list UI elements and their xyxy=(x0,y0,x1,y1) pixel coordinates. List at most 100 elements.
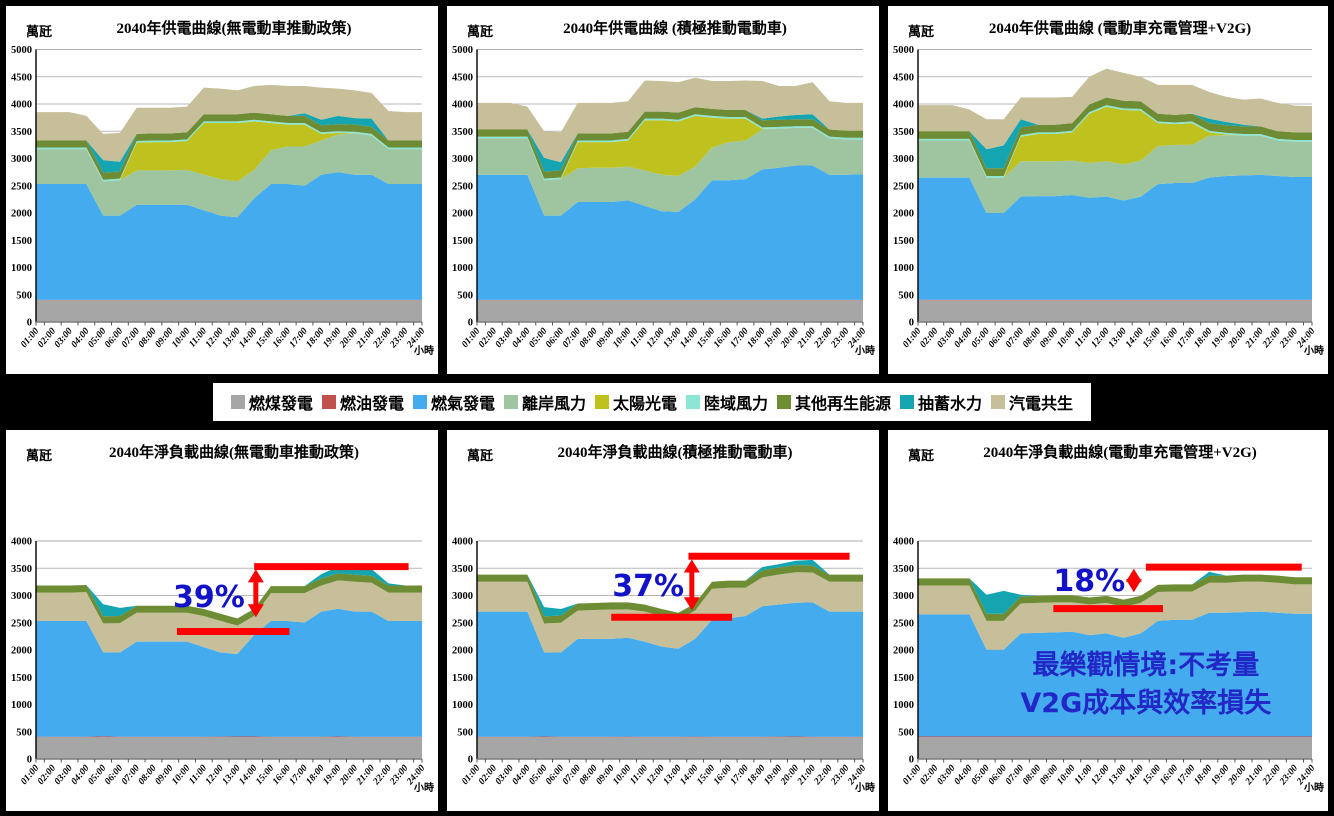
x-tick-label: 08:00 xyxy=(1021,326,1043,350)
y-tick-label: 4500 xyxy=(11,72,32,83)
series-area-2 xyxy=(36,608,422,737)
x-tick-label: 12:00 xyxy=(1090,763,1112,787)
series-area-8 xyxy=(918,68,1312,150)
y-tick-label: 0 xyxy=(27,755,32,766)
legend-item: 陸域風力 xyxy=(686,390,768,414)
legend-swatch-icon xyxy=(503,395,518,409)
series-area-4 xyxy=(918,574,1312,621)
x-tick-label: 07:00 xyxy=(1004,763,1026,787)
x-tick-label: 10:00 xyxy=(170,326,192,350)
legend-item: 太陽光電 xyxy=(594,390,677,414)
x-tick-label: 02:00 xyxy=(919,326,941,350)
x-tick-label: 16:00 xyxy=(1158,326,1180,350)
x-tick-label: 22:00 xyxy=(371,763,394,787)
y-tick-label: 5000 xyxy=(893,45,914,56)
y-tick-label: 3500 xyxy=(893,127,914,138)
series-area-0 xyxy=(918,300,1312,322)
chart-plot-host: 0 500 1000 1500 2000 2500 3000 3500 4000 4500 5000… xyxy=(447,44,879,374)
series-area-1 xyxy=(918,736,1312,738)
series-area-4 xyxy=(36,573,422,626)
y-axis-unit-label: 萬瓩 xyxy=(908,24,935,39)
x-tick-label: 07:00 xyxy=(1004,326,1026,350)
y-tick-label: 1500 xyxy=(452,236,473,247)
y-tick-label: 0 xyxy=(909,755,914,766)
legend-item: 抽蓄水力 xyxy=(900,390,982,414)
y-tick-label: 500 xyxy=(457,727,473,738)
legend-swatch-icon xyxy=(594,395,609,409)
series-area-4 xyxy=(36,121,422,182)
legend-label: 太陽光電 xyxy=(612,396,677,413)
x-axis-unit-label: 小時 xyxy=(854,344,875,357)
chart-title: 2040年供電曲線 (積極推動電動車) xyxy=(563,21,787,37)
chart-plot-host: 0 500 1000 1500 2000 2500 3000 3500 4000 4500 5000… xyxy=(888,44,1328,374)
series-area-3 xyxy=(477,127,863,216)
y-tick-label: 4500 xyxy=(452,72,473,83)
legend-label: 離岸風力 xyxy=(521,396,586,413)
y-tick-label: 1000 xyxy=(452,700,473,711)
x-tick-label: 23:00 xyxy=(829,763,852,787)
legend: 燃煤發電 燃油發電 燃氣發電 離岸風力 太陽光電 陸域風力 其他再生能源 抽蓄水力 汽電共生 xyxy=(213,383,1091,421)
legend-item: 燃煤發電 xyxy=(230,390,313,414)
x-tick-label: 23:00 xyxy=(388,763,411,787)
x-tick-label: 21:00 xyxy=(795,326,818,350)
x-tick-label: 16:00 xyxy=(1158,763,1180,787)
panel-net-load-managed-charging-v2g: 萬瓩 2040年淨負載曲線(電動車充電管理+V2G) 0 500 1000 1500 2… xyxy=(888,430,1328,811)
y-tick-label: 4000 xyxy=(11,100,32,111)
y-tick-label: 2000 xyxy=(893,646,914,657)
legend-swatch-icon xyxy=(321,395,336,409)
x-tick-label: 20:00 xyxy=(1226,326,1249,350)
y-tick-label: 2500 xyxy=(11,181,32,192)
x-tick-label: 21:00 xyxy=(795,763,818,787)
annotation-note-text: V2G成本與效率損失 xyxy=(1020,687,1272,719)
legend-item: 其他再生能源 xyxy=(777,390,891,414)
legend-label: 燃煤發電 xyxy=(248,396,313,413)
y-tick-label: 2000 xyxy=(452,646,473,657)
y-tick-label: 2000 xyxy=(893,209,914,220)
y-tick-label: 3500 xyxy=(893,564,914,575)
series-area-0 xyxy=(477,737,863,759)
x-tick-label: 21:00 xyxy=(354,326,377,350)
x-tick-label: 19:00 xyxy=(1210,326,1232,350)
y-axis-unit-label: 萬瓩 xyxy=(467,24,494,39)
y-axis-unit-label: 萬瓩 xyxy=(26,24,53,39)
chart-plot-host: 0 500 1000 1500 2000 2500 3000 3500 4000 01:00 02:… xyxy=(447,468,879,811)
x-axis-unit-label: 小時 xyxy=(854,781,875,794)
y-tick-label: 3000 xyxy=(452,154,473,165)
y-axis-unit-label: 萬瓩 xyxy=(908,448,935,463)
chart-canvas: 0 500 1000 1500 2000 2500 3000 3500 4000 4500 5000… xyxy=(893,45,1324,357)
x-tick-label: 03:00 xyxy=(936,763,958,787)
x-tick-label: 01:00 xyxy=(901,326,923,350)
x-tick-label: 10:00 xyxy=(170,763,192,787)
y-tick-label: 500 xyxy=(457,290,473,301)
x-axis-unit-label: 小時 xyxy=(413,344,434,357)
legend-swatch-icon xyxy=(230,395,245,409)
y-axis-unit-label: 萬瓩 xyxy=(26,448,53,463)
series-area-8 xyxy=(36,84,422,162)
chart-canvas: 0 500 1000 1500 2000 2500 3000 3500 4000 01:0002:… xyxy=(893,537,1324,795)
x-tick-label: 22:00 xyxy=(1260,326,1283,350)
x-tick-label: 05:00 xyxy=(970,326,992,350)
x-tick-label: 05:00 xyxy=(970,763,992,787)
x-tick-label: 21:00 xyxy=(354,763,377,787)
x-tick-label: 23:00 xyxy=(1278,326,1301,350)
annotation-arrowhead-up-icon xyxy=(247,569,264,583)
y-tick-label: 3000 xyxy=(11,154,32,165)
annotation-arrowhead-down-icon xyxy=(683,597,700,611)
annotation-note-text: 最樂觀情境:不考量 xyxy=(1032,649,1259,681)
x-tick-label: 10:00 xyxy=(1056,763,1078,787)
y-tick-label: 1000 xyxy=(893,263,914,274)
legend-label: 燃油發電 xyxy=(339,396,404,413)
chart-title: 2040年淨負載曲線(無電動車推動政策) xyxy=(109,445,359,461)
series-area-3 xyxy=(36,133,422,218)
legend-swatch-icon xyxy=(412,395,427,409)
y-tick-label: 5000 xyxy=(11,45,32,56)
x-tick-label: 09:00 xyxy=(1038,326,1060,350)
x-axis-unit-label: 小時 xyxy=(1303,344,1324,357)
x-tick-label: 20:00 xyxy=(779,326,802,350)
x-axis-unit-label: 小時 xyxy=(1303,781,1324,794)
x-tick-label: 15:00 xyxy=(1141,326,1163,350)
y-tick-label: 2000 xyxy=(452,209,473,220)
x-tick-label: 20:00 xyxy=(1226,763,1249,787)
y-tick-label: 500 xyxy=(16,290,32,301)
series-area-2 xyxy=(36,172,422,300)
